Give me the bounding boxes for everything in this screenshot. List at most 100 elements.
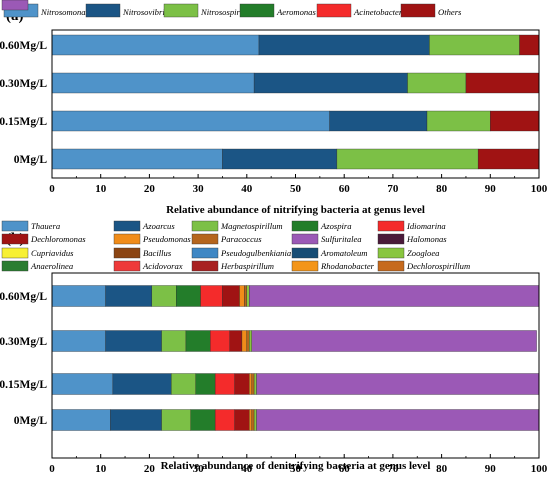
legend-item-pseudomonas: Pseudomonas [113,233,191,245]
x-tick-label: 80 [436,463,448,475]
legend-label: Azospira [320,221,352,231]
legend-item-nitrosospira: Nitrosospira [163,3,244,18]
bar-segment-nitrosovibrio [258,34,430,56]
legend-item-azoarcus: Azoarcus [113,220,175,232]
bar-segment-dechloromonas [222,285,240,307]
x-tick-label: 70 [387,463,399,475]
bar-group-0mg-l: 0Mg/L [14,148,540,170]
legend-label: Halomonas [406,234,447,244]
legend-label: Pseudogulbenkiania [220,248,291,258]
bar-segment-azospira [176,285,201,307]
bar-segment-magnetospirillum [151,285,177,307]
legend-label: Anaerolinea [30,261,73,271]
legend-swatch [400,3,436,18]
bar-group-0-60mg-l: 0.60Mg/L [0,285,540,307]
category-label: 0.30Mg/L [0,78,47,90]
legend-item-paracoccus: Paracoccus [191,233,262,245]
bar-group-0mg-l: 0Mg/L [14,409,540,431]
legend-label: Rhodanobacter [320,261,375,271]
bar-segment-thauera [51,330,106,352]
x-tick-label: 50 [290,183,302,195]
category-label: 0.60Mg/L [0,291,47,303]
legend-swatch [377,220,405,232]
bar-segment-zoogloea [249,330,252,352]
legend-swatch [377,233,405,245]
legend-label: Magnetospirillum [220,221,283,231]
legend-swatch [377,247,405,259]
legend-label: Nitrosospira [200,7,244,17]
bar-segment-paracoccus [251,409,255,431]
legend-swatch [1,233,29,245]
x-tick-label: 50 [290,463,302,475]
legend-item-herbaspirillum: Herbaspirillum [191,260,274,272]
legend-item-sulfuritalea: Sulfuritalea [291,233,362,245]
bar-segment-azospira [185,330,211,352]
legend-item-others: Others [1,0,55,11]
legend-item-aromatoleum: Aromatoleum [291,247,367,259]
bar-segment-azospira [190,409,216,431]
legend-label: Nitrosovibrio [122,7,170,17]
x-tick-label: 70 [387,183,399,195]
bar-segment-zoogloea [246,285,250,307]
bar-segment-idiomarina [200,285,223,307]
x-tick-label: 100 [531,463,548,475]
category-label: 0.30Mg/L [0,336,47,348]
x-tick-label: 0 [49,463,55,475]
bar-segment-azoarcus [110,409,162,431]
chart-panel-a: (a)NitrosomonasNitrosovibrioNitrosospira… [0,3,548,216]
legend-item-dechloromonas: Dechloromonas [1,233,86,245]
category-label: 0Mg/L [14,415,48,427]
bar-segment-pseudomonas [239,285,245,307]
x-tick-label: 10 [95,463,107,475]
legend-item-acinetobacter: Acinetobacter [316,3,403,18]
x-tick-label: 40 [241,463,253,475]
legend-label: Dechlorospirillum [406,261,470,271]
bar-segment-paracoccus [244,285,247,307]
legend-swatch [191,260,219,272]
bar-segment-nitrosomonas [51,148,223,170]
legend-swatch [191,247,219,259]
bar-group-0-30mg-l: 0.30Mg/L [0,72,540,94]
bar-group-0-15mg-l: 0.15Mg/L [0,110,540,132]
legend-swatch [163,3,199,18]
bar-segment-paracoccus [246,330,250,352]
x-tick-label: 20 [144,463,156,475]
bar-segment-pseudomonas [241,330,247,352]
x-tick-label: 0 [49,183,55,195]
bar-segment-nitrosovibrio [253,72,408,94]
legend-swatch [291,220,319,232]
x-tick-label: 80 [436,183,448,195]
legend-label: Paracoccus [220,234,262,244]
legend: Nitrosomonas Nitrosovibrio Nitrosospira Aer… [3,3,462,18]
legend-swatch [113,233,141,245]
bar-segment-others [519,34,540,56]
legend-swatch [113,247,141,259]
legend-swatch [377,260,405,272]
bar-segment-dechloromonas [234,373,250,395]
bar-segment-pseudomonas [249,409,252,431]
bar-segment-others [477,148,540,170]
legend-item-aeromonas: Aeromonas [239,3,316,18]
bar-segment-nitrosomonas [51,110,330,132]
bar-segment-nitrosovibrio [222,148,338,170]
bar-segment-nitrosospira [429,34,520,56]
legend-item-azospira: Azospira [291,220,352,232]
x-axis: 0 10 20 30 40 50 60 70 80 90 100 [49,174,548,195]
legend-swatch [191,233,219,245]
bar-segment-nitrosomonas [51,72,255,94]
category-label: 0.60Mg/L [0,40,47,52]
x-tick-label: 90 [485,183,497,195]
category-label: 0.15Mg/L [0,116,47,128]
category-label: 0Mg/L [14,154,48,166]
legend-label: Sulfuritalea [321,234,362,244]
bar-segment-thauera [51,409,111,431]
legend-label: Acidovorax [142,261,183,271]
legend-label: Dechloromonas [30,234,86,244]
legend-item-bacillus: Bacillus [113,247,172,259]
category-label: 0.15Mg/L [0,379,47,391]
legend-swatch [113,220,141,232]
legend-item-others: Others [400,3,462,18]
legend-label: Herbaspirillum [220,261,274,271]
